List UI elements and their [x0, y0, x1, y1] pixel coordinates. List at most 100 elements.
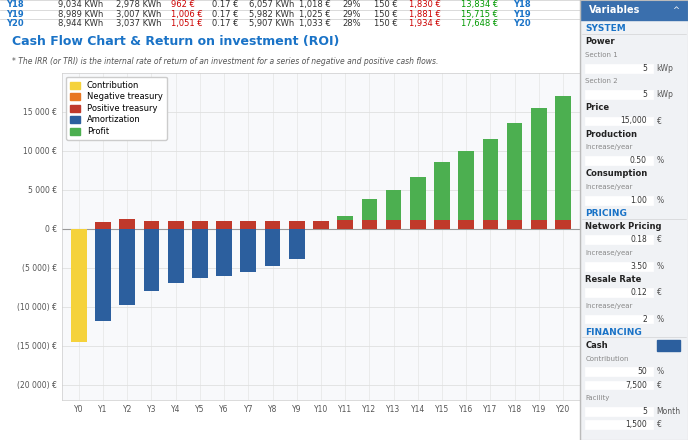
Text: 0.18: 0.18 [630, 235, 647, 244]
Text: Power: Power [585, 37, 615, 46]
Text: 9,034 KWh: 9,034 KWh [58, 0, 103, 9]
Bar [507, 220, 522, 229]
Text: 0.12: 0.12 [630, 288, 647, 297]
Text: 15,715 €: 15,715 € [461, 10, 498, 19]
Bar [410, 220, 426, 229]
Text: VIEW PDF: VIEW PDF [396, 415, 450, 425]
Text: Production: Production [585, 130, 637, 139]
Bar [458, 150, 474, 229]
Text: 50: 50 [637, 367, 647, 376]
Text: 5,982 KWh: 5,982 KWh [249, 10, 294, 19]
Text: €: € [656, 288, 662, 297]
Text: 0.17 €: 0.17 € [212, 10, 238, 19]
Text: 8,944 KWh: 8,944 KWh [58, 19, 103, 28]
Bar [531, 108, 547, 229]
Text: * The IRR (or TRI) is the internal rate of return of an investment for a series : * The IRR (or TRI) is the internal rate … [12, 57, 438, 66]
FancyBboxPatch shape [585, 315, 653, 323]
Bar [555, 96, 571, 229]
Text: Y19: Y19 [513, 10, 531, 19]
Text: Consumption: Consumption [585, 169, 647, 178]
Bar [289, 229, 305, 259]
Bar [337, 220, 353, 229]
Text: Network Pricing: Network Pricing [585, 222, 662, 231]
Text: €: € [656, 420, 662, 429]
Text: 5,907 KWh: 5,907 KWh [249, 19, 294, 28]
Legend: Contribution, Negative treasury, Positive treasury, Amortization, Profit: Contribution, Negative treasury, Positiv… [66, 77, 167, 140]
Bar [95, 222, 111, 229]
Text: 29%: 29% [342, 0, 361, 9]
FancyBboxPatch shape [585, 156, 653, 165]
Bar [144, 229, 160, 291]
Text: Increase/year: Increase/year [585, 144, 633, 150]
Text: PRICING: PRICING [585, 209, 627, 218]
FancyBboxPatch shape [585, 420, 653, 429]
Bar [434, 220, 450, 229]
Text: Section 1: Section 1 [585, 52, 618, 58]
Text: Increase/year: Increase/year [585, 303, 633, 309]
Bar [241, 229, 256, 272]
Bar [434, 162, 450, 229]
Text: 150 €: 150 € [374, 0, 398, 9]
Text: kWp: kWp [656, 90, 674, 99]
Text: Variables: Variables [589, 5, 640, 15]
Bar [313, 220, 329, 229]
Text: Y19: Y19 [6, 10, 23, 19]
Text: 29%: 29% [342, 10, 361, 19]
Text: Facility: Facility [585, 395, 610, 401]
Text: Y18: Y18 [513, 0, 531, 9]
Bar [386, 190, 401, 229]
Text: %: % [656, 367, 664, 376]
FancyBboxPatch shape [585, 288, 653, 297]
Bar [192, 229, 208, 278]
Bar [361, 220, 377, 229]
Text: SAVE THE SIMULATION: SAVE THE SIMULATION [155, 415, 279, 425]
Text: %: % [656, 196, 664, 205]
Bar [410, 177, 426, 229]
Text: 150 €: 150 € [374, 19, 398, 28]
Text: 1,051 €: 1,051 € [171, 19, 203, 28]
Text: 0.50: 0.50 [630, 156, 647, 165]
Text: 1.00: 1.00 [630, 196, 647, 205]
Text: €: € [656, 381, 662, 389]
Text: Y20: Y20 [6, 19, 23, 28]
Text: 1,500: 1,500 [625, 420, 647, 429]
Bar [313, 228, 329, 229]
Bar [265, 220, 281, 229]
FancyBboxPatch shape [585, 407, 653, 416]
Bar [507, 123, 522, 229]
Text: kWp: kWp [656, 64, 674, 73]
Text: 17,648 €: 17,648 € [461, 19, 498, 28]
FancyBboxPatch shape [585, 367, 653, 376]
Text: Increase/year: Increase/year [585, 250, 633, 256]
Text: 5: 5 [642, 407, 647, 416]
Text: 15,000: 15,000 [621, 117, 647, 125]
Bar [531, 220, 547, 229]
Bar [144, 221, 160, 229]
Text: Cash Flow Chart & Return on investment (ROI): Cash Flow Chart & Return on investment (… [12, 35, 339, 48]
Text: 150 €: 150 € [374, 10, 398, 19]
Text: 6,057 KWh: 6,057 KWh [249, 0, 294, 9]
Text: 1,006 €: 1,006 € [171, 10, 203, 19]
FancyBboxPatch shape [585, 235, 653, 244]
Bar [168, 229, 184, 283]
Bar [265, 229, 281, 266]
Text: 3,037 KWh: 3,037 KWh [116, 19, 162, 28]
Text: Increase/year: Increase/year [585, 184, 633, 190]
Text: 1,033 €: 1,033 € [299, 19, 330, 28]
Bar [71, 229, 87, 342]
Bar [216, 229, 232, 275]
Text: Y20: Y20 [513, 19, 531, 28]
Text: %: % [656, 156, 664, 165]
FancyBboxPatch shape [585, 196, 653, 205]
Bar [386, 220, 401, 229]
Text: 0.17 €: 0.17 € [212, 0, 238, 9]
Text: Month: Month [656, 407, 681, 416]
Bar [95, 229, 111, 321]
Text: %: % [656, 315, 664, 323]
Text: 3.50: 3.50 [630, 262, 647, 271]
Bar [337, 216, 353, 229]
Text: Cash: Cash [585, 341, 608, 350]
FancyBboxPatch shape [585, 90, 653, 99]
Text: 1,025 €: 1,025 € [299, 10, 330, 19]
Text: 5: 5 [642, 64, 647, 73]
